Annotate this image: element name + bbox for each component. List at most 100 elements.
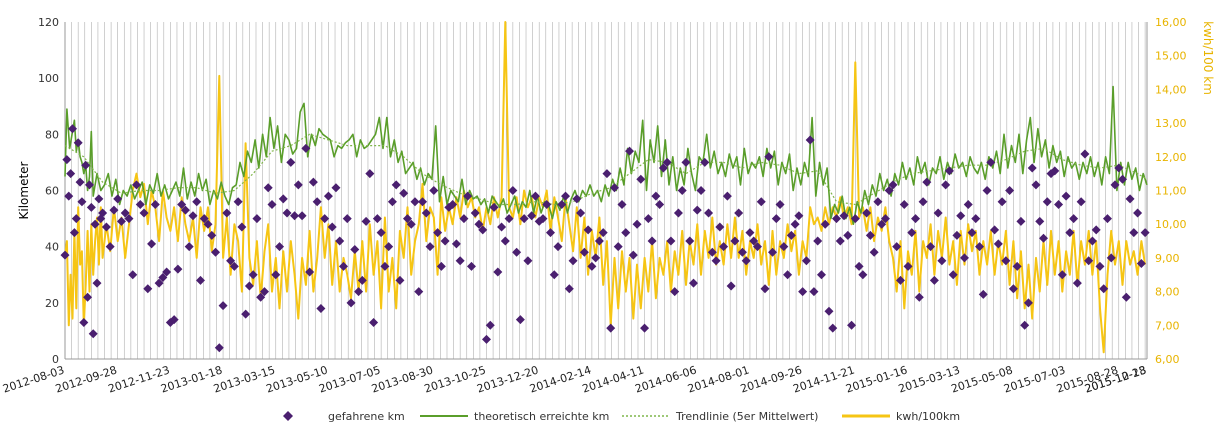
km-data-point <box>69 228 79 238</box>
km-data-point <box>466 261 476 271</box>
km-data-point <box>248 270 258 280</box>
y-left-tick-label: 40 <box>45 241 59 254</box>
km-data-point <box>75 177 85 187</box>
km-data-point <box>113 194 123 204</box>
km-data-point <box>410 197 420 207</box>
km-data-point <box>387 197 397 207</box>
km-data-point <box>617 200 627 210</box>
y-left-tick-label: 60 <box>45 185 59 198</box>
km-data-point <box>489 202 499 212</box>
km-data-point <box>1072 278 1082 288</box>
km-data-point <box>293 180 303 190</box>
km-data-point <box>406 219 416 229</box>
km-data-point <box>301 143 311 153</box>
km-data-point <box>83 292 93 302</box>
km-data-point <box>576 208 586 218</box>
km-data-point <box>715 222 725 232</box>
y-left-axis-title: Kilometer <box>17 161 31 219</box>
y-right-tick-label: 16,00 <box>1155 16 1187 29</box>
km-data-point <box>990 225 1000 235</box>
km-data-point <box>929 275 939 285</box>
km-data-point <box>482 334 492 344</box>
km-data-point <box>342 214 352 224</box>
km-data-point <box>850 214 860 224</box>
km-data-point <box>263 183 273 193</box>
km-data-point <box>677 186 687 195</box>
km-data-point <box>105 242 115 252</box>
km-data-point <box>64 191 74 201</box>
km-data-point <box>71 214 81 224</box>
km-data-point <box>884 186 894 195</box>
km-data-point <box>632 219 642 229</box>
km-data-point <box>847 320 857 330</box>
km-data-point <box>98 208 108 218</box>
km-data-point <box>752 242 762 252</box>
km-data-point <box>66 169 76 179</box>
km-data-point <box>820 219 830 229</box>
km-data-point <box>154 278 164 288</box>
km-data-point <box>583 225 593 235</box>
km-data-point <box>116 216 126 226</box>
km-data-point <box>666 236 676 246</box>
km-data-point <box>327 222 337 232</box>
km-data-point <box>192 197 202 207</box>
km-data-point <box>335 236 345 246</box>
km-data-point <box>504 214 514 224</box>
km-data-point <box>854 261 864 271</box>
km-data-point <box>835 236 845 246</box>
km-data-point <box>92 278 102 288</box>
km-data-point <box>1008 284 1018 294</box>
km-data-point <box>707 247 717 257</box>
km-data-point <box>241 309 251 319</box>
km-data-point <box>689 278 699 288</box>
km-data-point <box>429 186 439 195</box>
km-data-point <box>816 270 826 280</box>
series-layer <box>60 21 1150 354</box>
km-data-point <box>809 287 819 297</box>
km-data-point <box>542 200 552 210</box>
km-data-point <box>1087 236 1097 246</box>
theoretical-km-series-line <box>64 85 1148 225</box>
km-data-point <box>77 197 87 207</box>
km-data-point <box>888 180 898 190</box>
km-data-point <box>907 228 917 238</box>
km-data-point <box>764 152 774 162</box>
km-data-point <box>726 281 736 291</box>
km-data-point <box>278 194 288 204</box>
km-data-point <box>911 214 921 224</box>
km-data-point <box>233 197 243 207</box>
km-data-point <box>1042 197 1052 207</box>
km-data-point <box>188 211 198 221</box>
trend-series-line <box>64 133 1148 206</box>
km-data-point <box>73 138 83 148</box>
km-data-point <box>956 211 966 221</box>
km-data-point <box>79 317 89 327</box>
km-data-point <box>252 214 262 224</box>
km-data-point <box>331 183 341 193</box>
km-data-point <box>508 186 518 195</box>
km-data-point <box>150 200 160 210</box>
km-data-point <box>297 211 307 221</box>
km-data-point <box>354 287 364 297</box>
km-data-point <box>290 211 300 221</box>
km-data-point <box>143 284 153 294</box>
km-data-point <box>515 315 525 325</box>
km-data-point <box>621 228 631 238</box>
km-data-point <box>805 135 815 145</box>
km-data-point <box>579 247 589 257</box>
km-data-point <box>211 247 221 257</box>
km-data-point <box>1099 284 1109 294</box>
km-data-point <box>1031 180 1041 190</box>
legend-trend-label: Trendlinie (5er Mittelwert) <box>675 410 818 423</box>
km-data-point <box>459 214 469 224</box>
km-data-point <box>1027 163 1037 173</box>
km-data-point <box>692 205 702 215</box>
km-data-point <box>451 239 461 249</box>
km-data-point <box>323 191 333 201</box>
km-data-point <box>952 230 962 240</box>
km-data-point <box>256 292 266 302</box>
km-data-point <box>899 200 909 210</box>
km-data-point <box>1114 163 1124 173</box>
km-data-point <box>402 214 412 224</box>
km-data-point <box>1050 166 1060 176</box>
